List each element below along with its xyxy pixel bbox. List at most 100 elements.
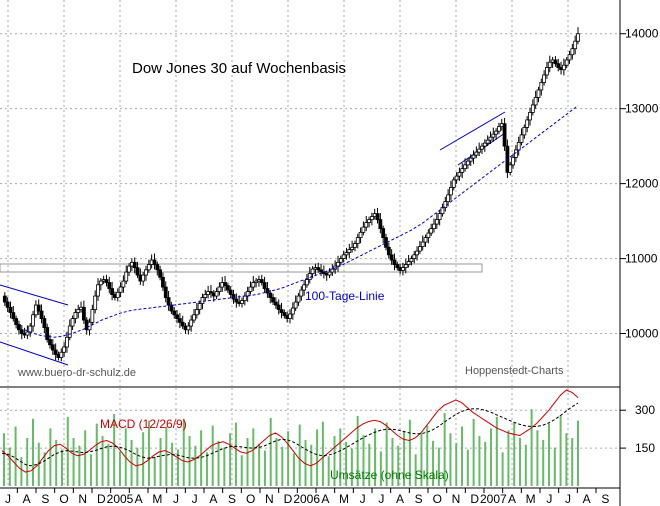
volume-bar bbox=[414, 454, 417, 486]
candle-body bbox=[121, 280, 126, 288]
candle-body bbox=[511, 156, 515, 166]
volume-bar bbox=[269, 417, 272, 486]
month-tick-label: S bbox=[601, 492, 609, 506]
volume-bar bbox=[449, 433, 452, 486]
candle-body bbox=[14, 318, 19, 325]
volume-bar bbox=[455, 442, 458, 486]
volume-bar bbox=[327, 456, 330, 486]
candle-body bbox=[508, 164, 513, 173]
month-tick-label: A bbox=[508, 492, 516, 506]
month-tick-label: M bbox=[152, 492, 162, 506]
candle-body bbox=[166, 297, 171, 306]
candle-body bbox=[542, 74, 547, 83]
volume-bar bbox=[461, 426, 464, 486]
volume-bar bbox=[408, 419, 411, 486]
candle-body bbox=[217, 286, 222, 292]
candle-body bbox=[90, 309, 95, 323]
candle-body bbox=[316, 267, 321, 271]
macd-grid bbox=[0, 409, 620, 449]
candle-body bbox=[530, 104, 535, 113]
candle-body bbox=[279, 309, 284, 313]
candle-body bbox=[115, 291, 120, 298]
month-tick-label: 2007 bbox=[480, 492, 507, 506]
month-tick-label: S bbox=[228, 492, 236, 506]
candle-body bbox=[547, 61, 552, 68]
volume-bar bbox=[321, 421, 324, 486]
candle-body bbox=[50, 344, 55, 351]
candle-body bbox=[454, 175, 459, 181]
candle-body bbox=[293, 301, 298, 309]
candle-body bbox=[152, 259, 157, 265]
price-tick-label: 12000 bbox=[625, 177, 659, 191]
volume-bar bbox=[437, 447, 440, 486]
candle-body bbox=[209, 291, 213, 294]
month-tick-label: A bbox=[583, 492, 591, 506]
candle-body bbox=[516, 142, 521, 151]
candle-body bbox=[525, 119, 530, 128]
month-tick-label: J bbox=[565, 492, 571, 506]
price-tick-label: 11000 bbox=[625, 252, 658, 266]
candle-body bbox=[265, 288, 270, 294]
volume-bar bbox=[397, 445, 400, 486]
candle-body bbox=[254, 280, 259, 283]
candle-body bbox=[144, 269, 148, 276]
volume-bar bbox=[524, 444, 527, 486]
volume-bar bbox=[37, 442, 40, 486]
candle-body bbox=[545, 67, 549, 76]
volume-bar bbox=[287, 431, 290, 486]
month-tick-label: M bbox=[339, 492, 349, 506]
candle-body bbox=[2, 295, 7, 303]
candle-body bbox=[110, 288, 115, 295]
candle-body bbox=[353, 243, 357, 248]
candle-body bbox=[81, 306, 86, 321]
ma-label: 100-Tage-Linie bbox=[305, 289, 385, 303]
month-tick-label: S bbox=[41, 492, 49, 506]
candle-body bbox=[355, 237, 360, 244]
candle-body bbox=[28, 325, 33, 333]
candle-body bbox=[465, 160, 470, 166]
candle-body bbox=[395, 264, 400, 268]
volume-bars bbox=[3, 409, 579, 486]
volume-bar bbox=[391, 438, 394, 486]
macd-axis-ticks: 150 300 bbox=[620, 403, 655, 455]
candle-body bbox=[67, 325, 72, 338]
downtrend-channel-upper bbox=[0, 284, 69, 306]
month-tick-label: S bbox=[415, 492, 423, 506]
volume-bar bbox=[60, 449, 63, 486]
price-grid bbox=[0, 33, 620, 335]
month-tick-label: A bbox=[23, 492, 31, 506]
month-tick-label: A bbox=[209, 492, 217, 506]
volume-bar bbox=[153, 457, 156, 486]
volume-bar bbox=[8, 447, 11, 486]
volume-bar bbox=[472, 418, 475, 486]
price-tick-label: 10000 bbox=[625, 327, 659, 341]
candle-body bbox=[570, 48, 575, 56]
candle-body bbox=[305, 279, 309, 286]
candle-body bbox=[31, 314, 35, 327]
volume-bar bbox=[246, 438, 249, 486]
candle-body bbox=[406, 261, 411, 265]
month-axis-ticks: J A S O N D 2005 A M J J A S O N D 2006 A M J J A S O N D 2007 A M J J… bbox=[5, 488, 609, 506]
volume-bar bbox=[159, 438, 162, 486]
volume-bar bbox=[31, 418, 34, 486]
volume-bar bbox=[432, 440, 435, 486]
candle-body bbox=[127, 265, 131, 273]
source-right: Hoppenstedt-Charts bbox=[465, 365, 564, 377]
candle-body bbox=[290, 307, 295, 315]
volume-bar bbox=[107, 443, 110, 486]
month-tick-label: O bbox=[246, 492, 255, 506]
volume-label: Umsätze (ohne Skala) bbox=[330, 468, 449, 482]
volume-bar bbox=[530, 409, 533, 486]
volume-bar bbox=[548, 423, 551, 486]
chart-title: Dow Jones 30 auf Wochenbasis bbox=[132, 60, 346, 77]
volume-bar bbox=[118, 451, 121, 486]
volume-bar bbox=[478, 436, 481, 486]
candle-body bbox=[296, 295, 301, 303]
macd-signal-line bbox=[1, 402, 579, 467]
month-tick-label: O bbox=[433, 492, 442, 506]
volume-bar bbox=[147, 420, 150, 486]
volume-bar bbox=[263, 450, 266, 486]
candle-body bbox=[463, 164, 467, 170]
volume-bar bbox=[374, 428, 377, 486]
volume-bar bbox=[403, 431, 406, 486]
